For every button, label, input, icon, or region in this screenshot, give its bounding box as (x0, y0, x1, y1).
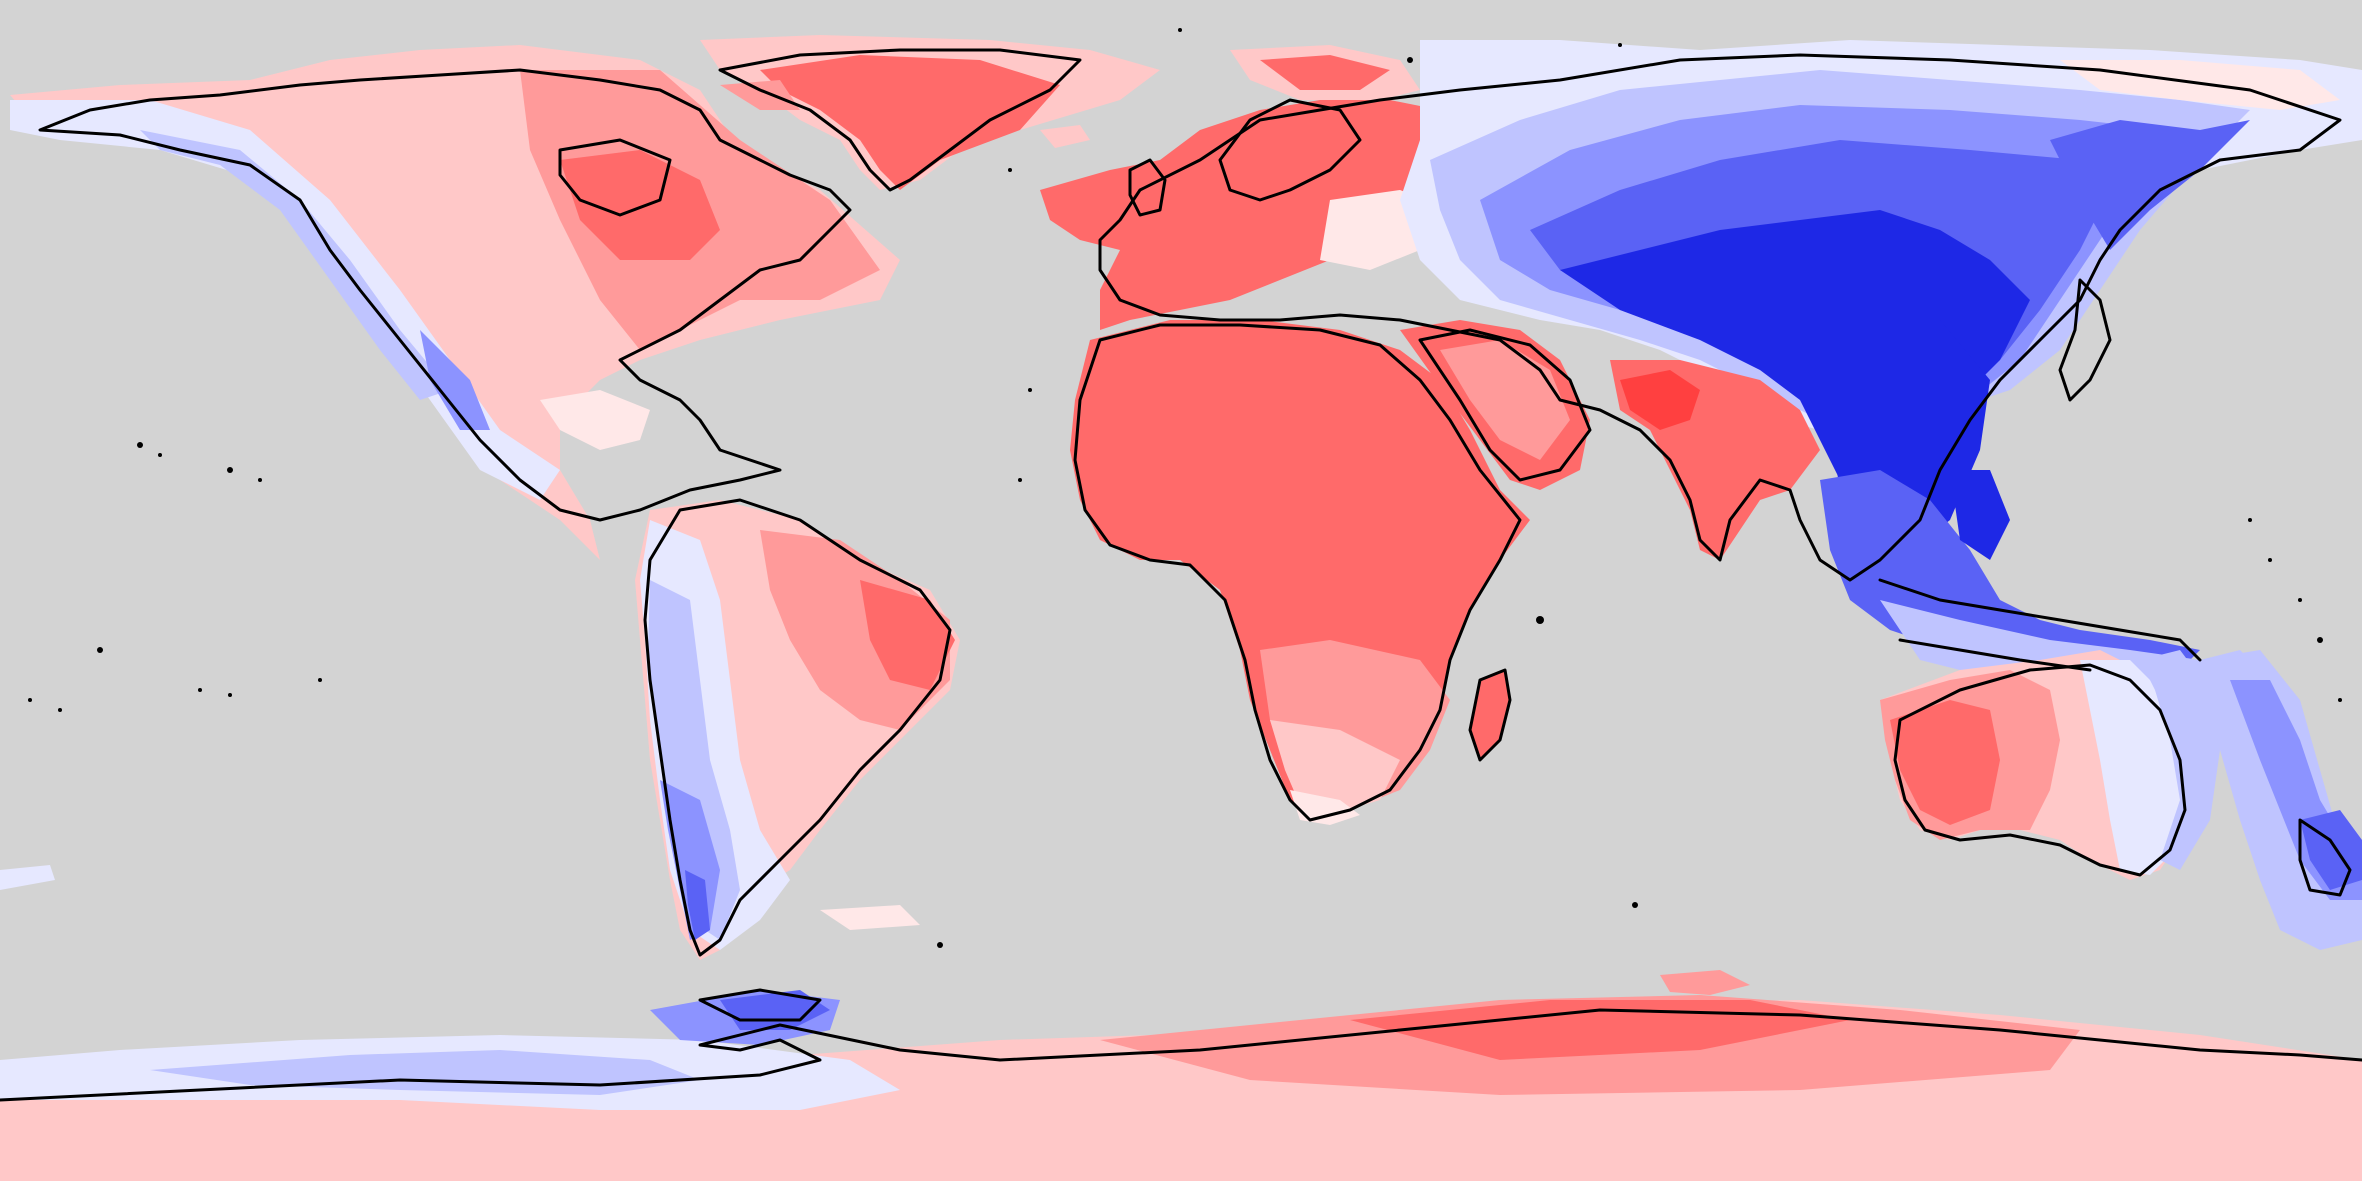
africa-fill (1070, 320, 1530, 825)
india-fill (1610, 360, 1820, 560)
north-america-fill (10, 45, 900, 560)
south-america-fill (635, 500, 960, 960)
bering-fill (0, 865, 55, 890)
falklands-fill (820, 905, 920, 930)
asia-fill (1400, 40, 2362, 560)
island-dots (28, 28, 2342, 948)
greenland-fill (700, 35, 1160, 190)
australia-fill (1880, 650, 2220, 880)
antarctica-fill (0, 970, 2362, 1181)
iceland-fill (1040, 125, 1090, 148)
coastlines (0, 48, 2362, 1102)
